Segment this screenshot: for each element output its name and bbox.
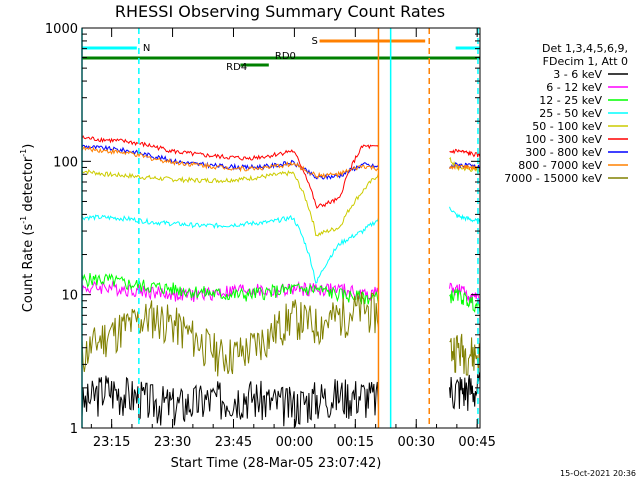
rd4-label: RD4 [226, 62, 247, 73]
legend-item: 6 - 12 keV [546, 81, 602, 94]
plot-frame [81, 27, 481, 429]
chart-title: RHESSI Observing Summary Count Rates [115, 2, 445, 21]
x-tick-label: 23:30 [154, 435, 191, 450]
y-label-main: Count Rate (s [21, 224, 36, 313]
y-axis-label: Count Rate (s-1 detector-1) [19, 144, 36, 313]
x-tick-label: 00:30 [398, 435, 435, 450]
x-tick-label: 00:00 [276, 435, 313, 450]
y-axis-ticks: 1 10 100 1000 [45, 22, 480, 437]
y-label-mid: detector [21, 156, 36, 216]
y-tick-label: 100 [53, 155, 78, 170]
legend-item: 12 - 25 keV [539, 94, 602, 107]
series-layer [81, 135, 481, 427]
saa-label: S [311, 36, 317, 47]
series-line [449, 288, 481, 314]
y-tick-label: 1 [70, 422, 78, 437]
legend-item: 800 - 7000 keV [518, 159, 602, 172]
series-line [81, 145, 379, 179]
series-line [449, 148, 481, 158]
series-line [449, 371, 481, 411]
legend-header-1: Det 1,3,4,5,6,9, [542, 42, 628, 55]
x-axis-ticks: 23:15 23:30 23:45 00:00 00:15 00:30 00:45 [90, 28, 496, 450]
legend-header-2: FDecim 1, Att 0 [543, 55, 628, 68]
series-line [81, 375, 379, 427]
series-line [81, 168, 379, 237]
y-tick-label: 1000 [45, 22, 78, 37]
legend-item: 300 - 800 keV [525, 146, 602, 159]
series-line [449, 333, 481, 376]
legend-item: 50 - 100 keV [532, 120, 602, 133]
y-tick-label: 10 [61, 289, 78, 304]
x-tick-label: 00:15 [337, 435, 374, 450]
y-label-end: ) [21, 144, 36, 149]
legend: Det 1,3,4,5,6,9, FDecim 1, Att 0 3 - 6 k… [504, 42, 628, 185]
legend-item: 25 - 50 keV [539, 107, 602, 120]
x-axis-label: Start Time (28-Mar-05 23:07:42) [171, 456, 382, 471]
series-line [81, 292, 379, 377]
series-line [81, 214, 379, 284]
y-label-sup1: -1 [19, 216, 28, 224]
y-label-sup2: -1 [19, 149, 28, 157]
series-line [81, 135, 379, 209]
x-tick-label: 23:45 [215, 435, 252, 450]
series-line [449, 163, 480, 172]
timestamp: 15-Oct-2021 20:36 [560, 469, 636, 478]
legend-item: 100 - 300 keV [525, 133, 602, 146]
legend-item: 7000 - 15000 keV [504, 172, 602, 185]
x-tick-label: 23:15 [93, 435, 130, 450]
night-label: N [143, 43, 150, 54]
x-tick-label: 00:45 [458, 435, 495, 450]
series-line [449, 206, 481, 224]
legend-item: 3 - 6 keV [553, 68, 602, 81]
rd0-label: RD0 [275, 51, 296, 62]
series-line [81, 273, 379, 306]
series-line [81, 280, 379, 302]
